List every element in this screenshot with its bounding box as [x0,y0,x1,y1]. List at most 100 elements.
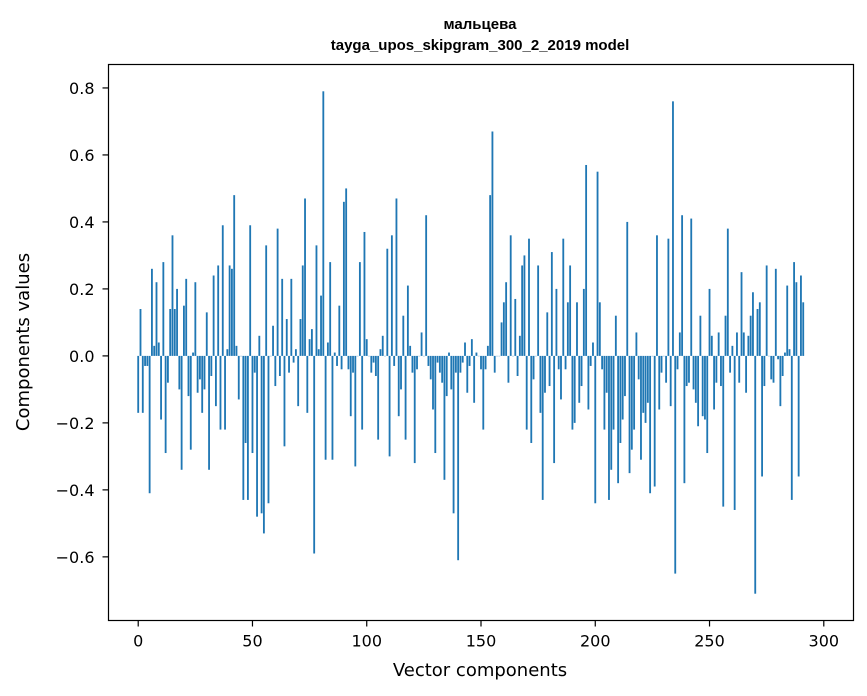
bar-50 [251,355,254,454]
bar-140 [457,355,460,561]
bar-4 [146,355,149,366]
bar-214 [626,221,629,356]
bar-91 [345,188,348,356]
bar-132 [438,355,441,373]
bar-57 [267,355,270,504]
bar-65 [285,319,288,356]
bar-110 [388,355,391,457]
bar-71 [299,319,302,356]
bar-131 [436,355,439,363]
bar-136 [448,352,450,356]
bar-196 [585,164,588,356]
bar-137 [450,355,453,390]
bar-128 [429,355,432,380]
bar-241 [688,355,690,383]
bar-135 [445,355,448,397]
bar-53 [258,335,261,356]
bar-289 [797,355,800,477]
bar-249 [706,355,709,454]
bar-115 [400,355,402,390]
bar-129 [432,355,434,410]
bar-28 [201,355,204,413]
x-tick-label: 100 [351,632,382,651]
bar-145 [468,355,471,366]
bar-248 [704,355,706,420]
bar-144 [466,355,469,393]
bar-267 [747,335,750,356]
bar-168 [521,265,524,356]
bar-240 [685,355,688,387]
bar-113 [395,198,398,356]
bar-138 [452,355,455,514]
bar-99 [363,231,366,356]
bar-112 [393,355,396,366]
bar-180 [548,355,551,387]
bar-120 [411,355,414,373]
chart-subtitle: tayga_upos_skipgram_300_2_2019 model [331,37,630,54]
bar-119 [409,345,412,356]
bar-288 [795,282,798,356]
bar-83 [326,342,329,356]
bar-202 [598,302,601,356]
bar-1 [139,309,142,356]
bar-253 [715,355,718,383]
bar-258 [726,228,729,356]
bar-221 [642,355,645,413]
bar-98 [361,355,364,430]
bar-34 [214,355,217,407]
bar-62 [278,355,281,376]
bar-121 [413,355,416,464]
bar-8 [155,282,158,356]
bar-77 [313,355,316,554]
bar-127 [427,355,430,366]
bar-27 [199,355,201,380]
bar-222 [644,355,647,423]
bar-254 [717,332,720,356]
bar-234 [672,101,674,356]
bar-229 [660,355,663,373]
bar-265 [742,332,745,356]
bar-189 [569,265,572,356]
bar-285 [788,349,791,356]
bar-90 [342,201,345,356]
bar-47 [244,355,247,443]
bar-262 [736,332,738,356]
bar-186 [562,238,565,356]
bar-59 [272,325,274,356]
bar-154 [489,195,492,356]
bar-166 [516,355,519,376]
bar-122 [416,355,418,370]
bar-66 [288,355,290,373]
bar-201 [596,171,599,356]
bar-42 [233,195,236,356]
bar-280 [777,355,779,360]
bar-14 [169,309,172,356]
x-tick-label: 250 [694,632,725,651]
bar-21 [185,278,188,356]
bar-219 [637,355,640,380]
bar-291 [802,302,805,356]
bar-114 [397,355,400,417]
x-tick-label: 300 [809,632,840,651]
bar-210 [617,355,620,484]
bar-272 [758,302,761,356]
y-tick-label: 0.2 [69,280,94,299]
bar-198 [589,355,592,366]
bar-167 [518,335,521,356]
bar-87 [336,355,338,366]
y-tick-label: 0.0 [69,347,94,366]
bar-232 [667,238,670,356]
bar-147 [473,355,476,403]
bar-233 [669,355,672,407]
bar-223 [646,355,649,403]
bar-109 [386,248,389,356]
bar-207 [610,355,613,470]
bar-286 [790,355,793,500]
y-tick-label: 0.8 [69,79,94,98]
bar-55 [262,355,265,534]
bar-239 [683,355,686,484]
bar-76 [310,329,313,356]
bar-133 [441,355,444,383]
bar-169 [523,255,526,356]
